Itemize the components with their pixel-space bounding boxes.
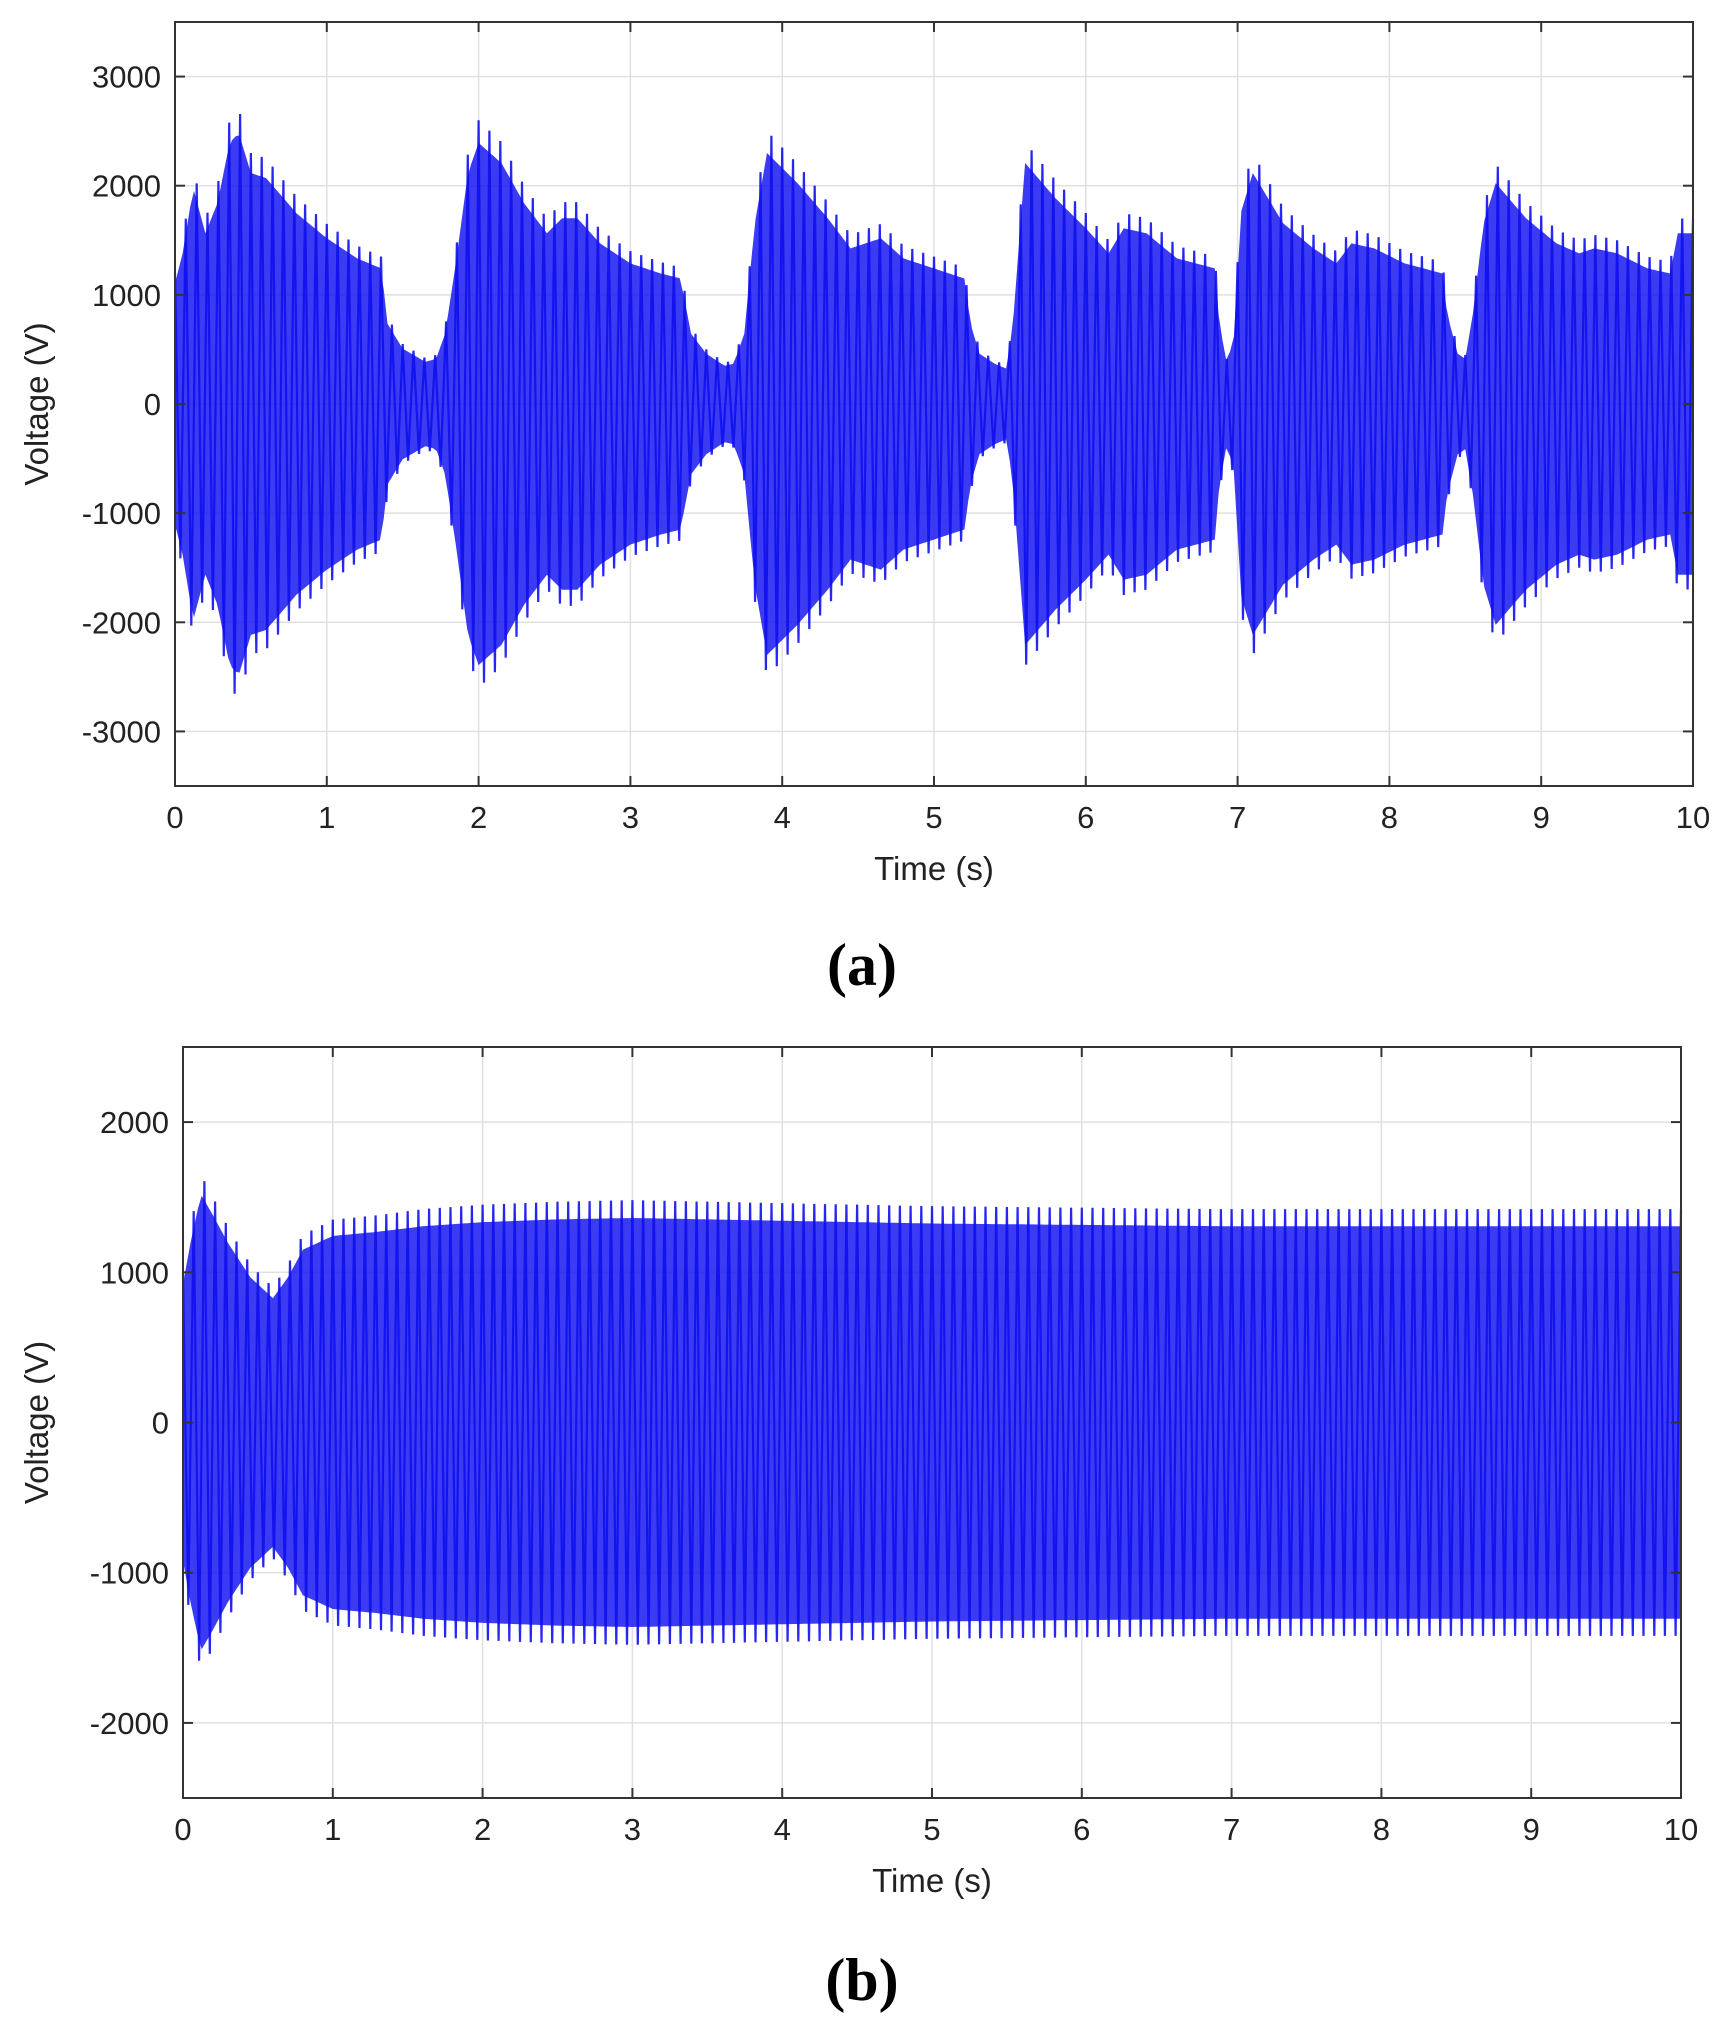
y-tick-label: -1000 [90,1556,169,1591]
x-tick-label: 10 [1664,1812,1698,1847]
x-tick-label: 7 [1229,800,1246,835]
chart-panel-a: 0 1 2 3 4 5 6 7 8 9 10 -3000 -2000 -1000 0 1000 2000 3000… [18,21,1710,887]
y-tick-label: -3000 [82,714,161,749]
x-tick-label: 8 [1381,800,1398,835]
x-tick-label: 2 [474,1812,491,1847]
x-tick-label: 10 [1676,800,1710,835]
panel-caption-b: (b) [825,1947,898,2013]
y-tick-label: -1000 [82,496,161,531]
x-tick-label: 3 [622,800,639,835]
x-tick-label: 1 [318,800,335,835]
x-axis-label: Time (s) [872,1862,992,1899]
signal-envelope-fill [183,1195,1681,1650]
panel-caption-a: (a) [827,932,897,998]
x-tick-label: 4 [774,1812,791,1847]
x-tick-label: 3 [624,1812,641,1847]
y-tick-label: 3000 [92,60,161,95]
x-tick-label: 5 [925,800,942,835]
chart-panel-b: 0 1 2 3 4 5 6 7 8 9 10 -2000 -1000 0 1000 2000 Time (s) V… [18,1046,1698,1899]
y-tick-label: 1000 [92,278,161,313]
y-tick-label: 0 [152,1406,169,1441]
x-tick-label: 6 [1073,1812,1090,1847]
y-axis-label: Voltage (V) [18,322,55,485]
y-tick-label: 1000 [100,1255,169,1290]
x-tick-label: 6 [1077,800,1094,835]
x-tick-label: 0 [174,1812,191,1847]
y-tick-label: 0 [144,387,161,422]
y-tick-label: -2000 [82,605,161,640]
x-tick-label: 4 [774,800,791,835]
x-axis-label: Time (s) [874,850,994,887]
x-tick-label: 9 [1523,1812,1540,1847]
signal-line [173,113,1695,694]
x-tick-label: 2 [470,800,487,835]
x-tick-label: 8 [1373,1812,1390,1847]
y-tick-label: 2000 [100,1105,169,1140]
x-tick-label: 9 [1533,800,1550,835]
y-tick-label: -2000 [90,1706,169,1741]
x-tick-label: 0 [166,800,183,835]
signal-line [181,1181,1683,1661]
x-tick-label: 1 [324,1812,341,1847]
x-tick-label: 5 [923,1812,940,1847]
y-tick-label: 2000 [92,169,161,204]
x-tick-label: 7 [1223,1812,1240,1847]
y-axis-label: Voltage (V) [18,1341,55,1504]
